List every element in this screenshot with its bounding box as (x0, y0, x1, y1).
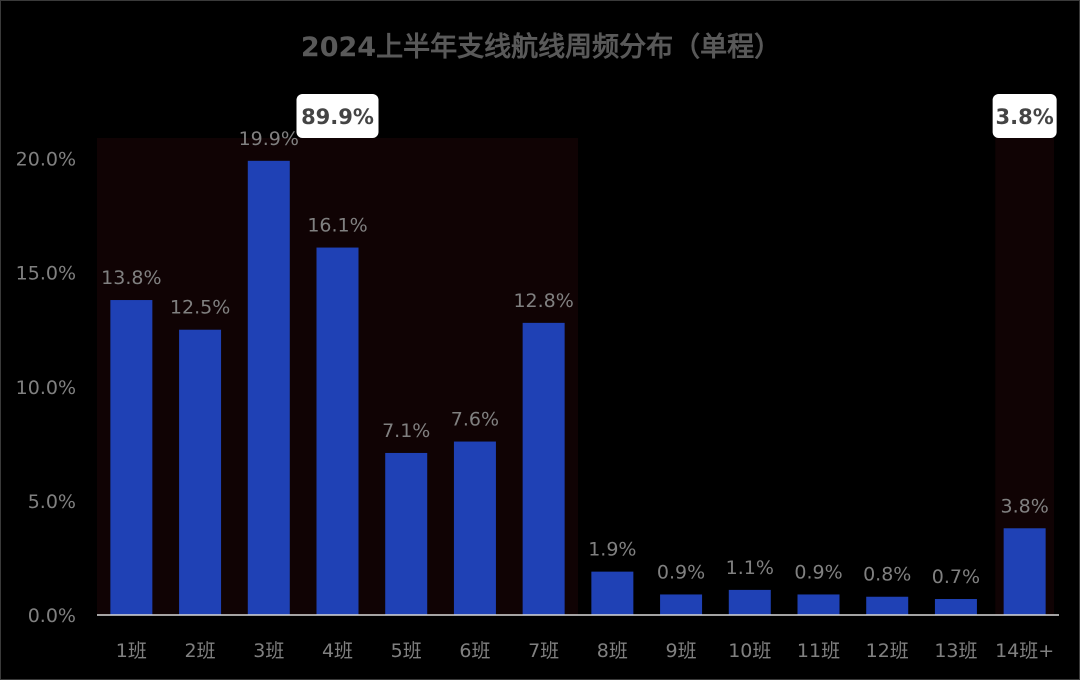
y-tick-label: 15.0% (16, 263, 76, 285)
bar (179, 329, 222, 615)
category-label: 14班+ (995, 640, 1054, 662)
category-label: 8班 (597, 640, 628, 662)
callout-label: 89.9% (301, 105, 374, 129)
bar (522, 322, 565, 615)
bar (660, 594, 703, 615)
category-label: 12班 (866, 640, 909, 662)
bar (934, 599, 977, 615)
data-label: 0.8% (863, 564, 911, 586)
bar (866, 596, 909, 615)
category-label: 4班 (322, 640, 353, 662)
highlight-bands (97, 138, 1054, 615)
bar (316, 247, 359, 615)
y-tick-label: 10.0% (16, 377, 76, 399)
data-label: 19.9% (239, 128, 299, 150)
category-label: 9班 (666, 640, 697, 662)
data-label: 12.8% (513, 290, 573, 312)
bar (591, 571, 634, 615)
data-label: 7.6% (451, 409, 499, 431)
y-tick-label: 0.0% (28, 605, 76, 627)
category-label: 10班 (728, 640, 771, 662)
category-label: 3班 (253, 640, 284, 662)
y-axis-ticks: 0.0% 5.0% 10.0% 15.0% 20.0% (16, 149, 76, 627)
callout-box (296, 94, 379, 138)
category-label: 5班 (391, 640, 422, 662)
bar (797, 594, 840, 615)
bar (728, 589, 771, 615)
category-label: 7班 (528, 640, 559, 662)
bar (247, 160, 290, 615)
category-label: 1班 (116, 640, 147, 662)
data-label: 13.8% (101, 267, 161, 289)
x-axis-categories: 1班 2班 3班 4班 5班 6班 7班 8班 9班 10班 11班 12班 13班 14班+ (116, 640, 1054, 662)
y-tick-label: 20.0% (16, 149, 76, 171)
data-label: 0.7% (932, 566, 980, 588)
data-label: 16.1% (307, 215, 367, 237)
category-label: 13班 (934, 640, 977, 662)
data-label: 0.9% (657, 561, 705, 583)
data-labels: 13.8% 12.5% 19.9% 16.1% 7.1% 7.6% 12.8% 1.9% 0.9… (101, 128, 1049, 588)
bar (110, 300, 153, 615)
data-label: 1.1% (726, 557, 774, 579)
bar (453, 441, 496, 615)
bar (1003, 528, 1046, 615)
category-label: 2班 (185, 640, 216, 662)
data-label: 0.9% (794, 561, 842, 583)
callouts: 89.9% 3.8% (296, 94, 1057, 138)
callout-label: 3.8% (996, 105, 1054, 129)
bars (110, 160, 1046, 615)
category-label: 6班 (459, 640, 490, 662)
data-label: 3.8% (1001, 495, 1049, 517)
chart-title: 2024上半年支线航线周频分布（单程） (301, 31, 781, 63)
data-label: 1.9% (588, 539, 636, 561)
y-tick-label: 5.0% (28, 491, 76, 513)
callout-box (992, 94, 1057, 138)
data-label: 12.5% (170, 297, 230, 319)
category-label: 11班 (797, 640, 840, 662)
bar (385, 452, 428, 615)
data-label: 7.1% (382, 420, 430, 442)
